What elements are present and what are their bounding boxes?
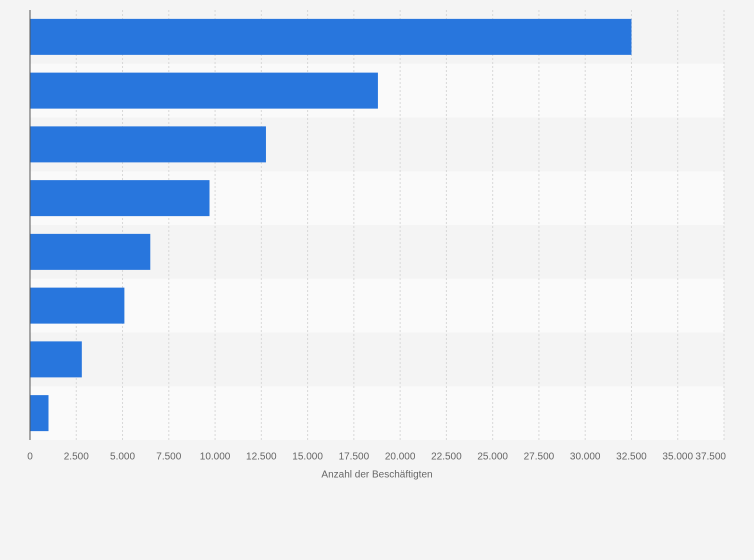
x-tick-label: 22.500 [431,452,462,463]
x-tick-label: 32.500 [616,452,647,463]
x-tick-label: 37.500 [695,452,726,463]
x-tick-label: 10.000 [200,452,231,463]
row-background [30,278,724,333]
row-background [30,386,724,440]
bar [30,18,632,55]
bar [30,72,378,109]
x-tick-label: 15.000 [292,452,323,463]
bar [30,233,151,270]
x-tick-label: 5.000 [110,452,135,463]
x-tick-label: 7.500 [156,452,181,463]
x-axis-title: Anzahl der Beschäftigten [321,470,432,481]
bar [30,395,49,432]
x-tick-label: 20.000 [385,452,416,463]
x-tick-label: 35.000 [662,452,693,463]
x-tick-label: 0 [27,452,33,463]
x-tick-label: 27.500 [524,452,555,463]
bar [30,126,266,163]
x-tick-label: 25.000 [477,452,508,463]
row-background [30,332,724,387]
x-tick-label: 12.500 [246,452,277,463]
x-tick-label: 30.000 [570,452,601,463]
bar [30,341,82,378]
bar [30,287,125,324]
x-tick-label: 17.500 [339,452,370,463]
bar [30,180,210,217]
x-tick-label: 2.500 [64,452,89,463]
